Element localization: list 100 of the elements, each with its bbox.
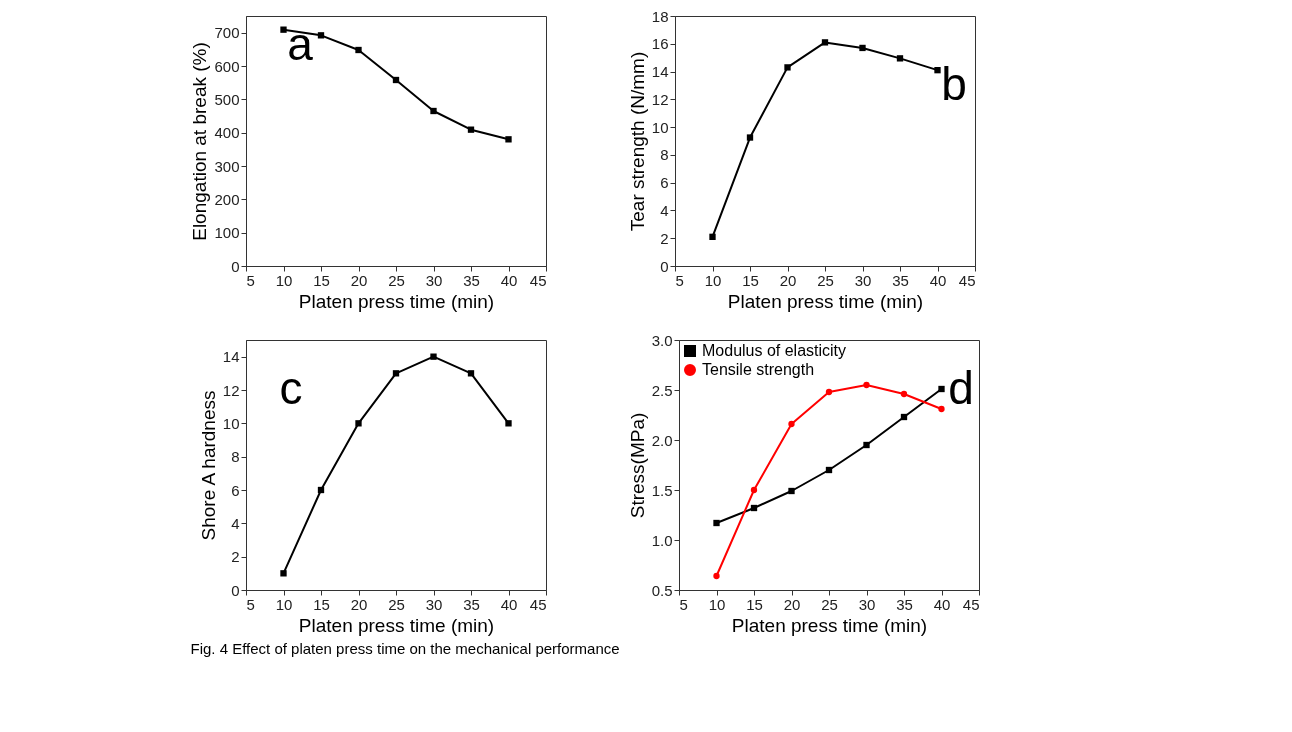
point [709, 233, 716, 240]
y-tick-label: 12 [651, 90, 669, 108]
x-tick-label: 25 [817, 271, 834, 289]
y-tick-label: 1.0 [651, 531, 673, 549]
y-axis-title: Tear strength (N/mm) [626, 51, 648, 232]
x-tick-label: 35 [896, 595, 913, 613]
y-tick-label: 200 [214, 190, 240, 208]
y-tick-label: 0.5 [651, 581, 673, 599]
y-axis-title: Shore A hardness [197, 390, 219, 541]
point [317, 486, 325, 494]
annotation: d [948, 362, 974, 414]
point [505, 420, 512, 427]
point [900, 413, 908, 421]
point [467, 370, 475, 377]
y-tick-label: 16 [651, 35, 669, 53]
y-tick-label: 6 [660, 174, 669, 192]
y-tick-label: 14 [222, 348, 240, 366]
y-axis-title: Stress(MPa) [626, 412, 648, 519]
point [938, 405, 945, 413]
y-tick-label: 14 [651, 63, 669, 81]
point [750, 486, 758, 494]
legend-label: Modulus of elasticity [702, 342, 847, 359]
point [863, 381, 870, 389]
x-tick-label: 45 [962, 595, 980, 613]
annotation: c [279, 362, 303, 414]
y-tick-label: 12 [222, 381, 240, 399]
x-tick-label: 25 [388, 271, 405, 289]
point [505, 136, 512, 143]
point [938, 385, 945, 393]
y-tick-label: 1.5 [651, 481, 673, 499]
point [821, 39, 829, 46]
point [784, 64, 791, 71]
x-tick-label: 45 [958, 271, 976, 289]
x-tick-label: 45 [529, 271, 547, 289]
point [859, 44, 866, 52]
y-tick-label: 600 [214, 57, 240, 75]
point [896, 55, 904, 62]
point [863, 441, 870, 449]
y-tick-label: 10 [651, 118, 669, 136]
x-tick-label: 10 [704, 271, 722, 289]
point [392, 76, 400, 84]
y-tick-label: 700 [214, 24, 240, 42]
legend-label: Tensile strength [702, 361, 815, 378]
point [280, 570, 287, 577]
x-tick-label: 40 [500, 595, 518, 613]
y-tick-label: 6 [231, 481, 240, 499]
point [317, 32, 325, 39]
point [934, 67, 941, 74]
x-tick-label: 10 [275, 271, 293, 289]
x-tick-label: 10 [275, 595, 293, 613]
x-axis-title: Platen press time (min) [727, 290, 924, 312]
x-tick-label: 15 [313, 271, 330, 289]
y-tick-label: 500 [214, 90, 240, 108]
x-tick-label: 40 [929, 271, 947, 289]
x-tick-label: 30 [858, 595, 876, 613]
x-tick-label: 45 [529, 595, 547, 613]
x-tick-label: 40 [500, 271, 518, 289]
y-axis-title: Elongation at break (%) [189, 42, 211, 241]
point [430, 107, 437, 115]
y-tick-label: 0 [231, 581, 240, 599]
y-tick-label: 3.0 [651, 331, 673, 349]
x-tick-label: 20 [350, 595, 368, 613]
x-tick-label: 5 [246, 595, 255, 613]
x-axis-title: Platen press time (min) [298, 614, 495, 636]
x-tick-label: 30 [854, 271, 872, 289]
x-tick-label: 25 [821, 595, 838, 613]
point [280, 26, 287, 33]
point [788, 420, 795, 428]
y-tick-label: 18 [651, 7, 669, 25]
y-tick-label: 100 [214, 224, 240, 242]
x-tick-label: 15 [313, 595, 330, 613]
y-tick-label: 8 [660, 146, 669, 164]
x-tick-label: 35 [892, 271, 909, 289]
x-tick-label: 20 [783, 595, 801, 613]
annotation: a [287, 18, 314, 70]
x-tick-label: 30 [425, 595, 443, 613]
point [788, 487, 795, 495]
y-tick-label: 2.5 [651, 381, 673, 399]
y-tick-label: 4 [231, 514, 240, 532]
y-tick-label: 0 [231, 257, 240, 275]
x-tick-label: 10 [708, 595, 726, 613]
x-tick-label: 5 [246, 271, 255, 289]
point [467, 126, 475, 133]
caption: Fig. 4 Effect of platen press time on the mechanical performance [190, 639, 620, 657]
y-tick-label: 2 [660, 229, 669, 247]
x-tick-label: 30 [425, 271, 443, 289]
x-tick-label: 40 [933, 595, 951, 613]
x-axis-title: Platen press time (min) [298, 290, 495, 312]
y-tick-label: 300 [214, 157, 240, 175]
y-tick-label: 2 [231, 548, 240, 566]
point [355, 420, 362, 427]
y-tick-label: 8 [231, 448, 240, 466]
point [746, 134, 754, 141]
point [750, 504, 758, 512]
x-tick-label: 35 [463, 271, 480, 289]
point [392, 370, 400, 377]
point [900, 390, 908, 398]
point [713, 519, 720, 527]
x-tick-label: 15 [742, 271, 759, 289]
annotation: b [941, 58, 967, 110]
